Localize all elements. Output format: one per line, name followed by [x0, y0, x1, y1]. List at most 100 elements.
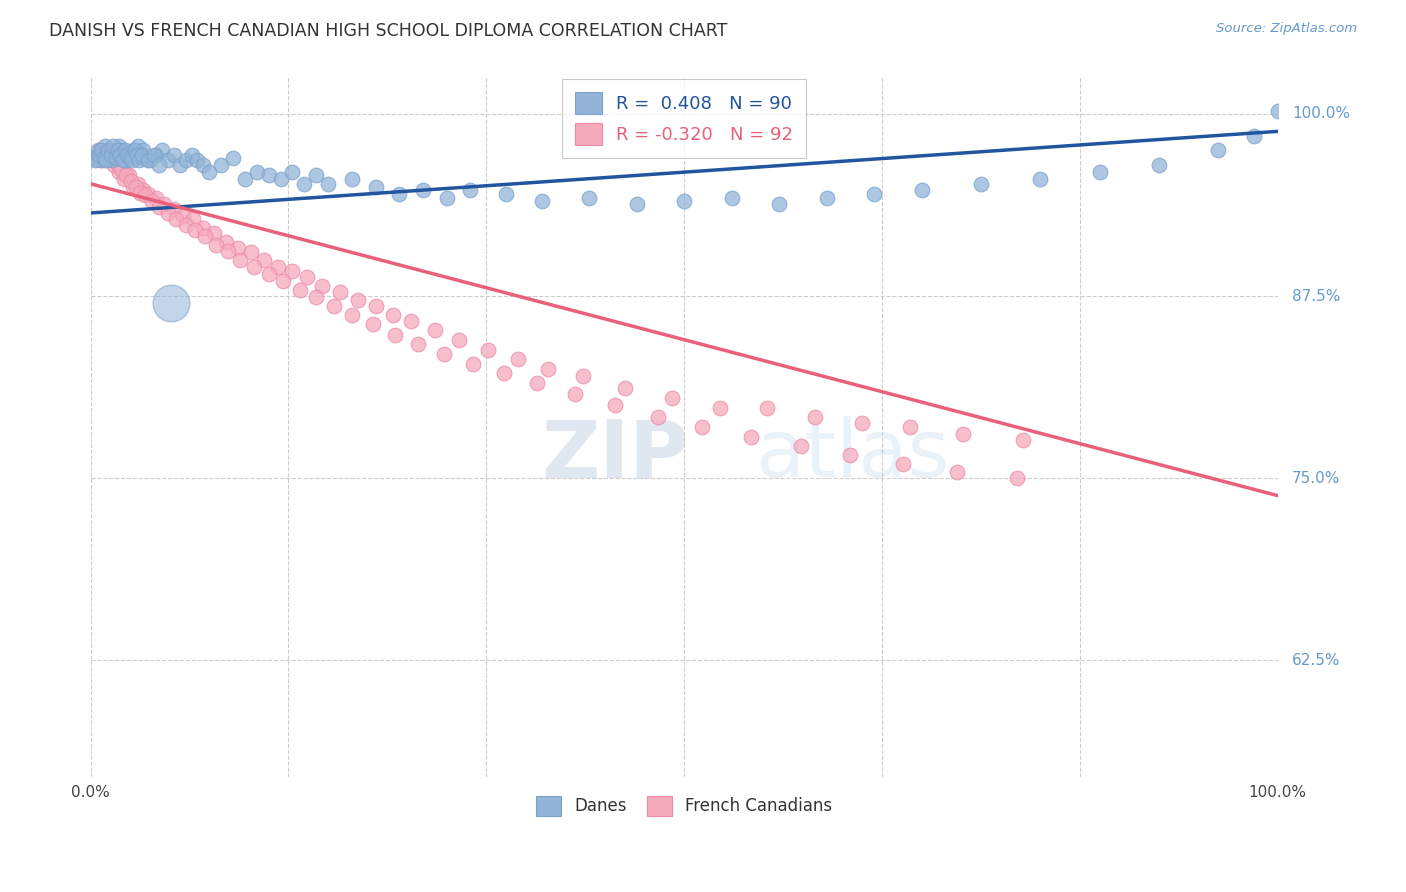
Point: [526, 376, 548, 391]
Point: [125, 179, 148, 194]
Text: 100.0%: 100.0%: [1292, 106, 1350, 121]
Point: [1088, 165, 1111, 179]
Point: [461, 358, 484, 372]
Point: [740, 430, 762, 444]
Point: [433, 347, 456, 361]
Point: [222, 151, 245, 165]
Point: [229, 252, 252, 267]
Point: [110, 162, 132, 177]
Point: [160, 296, 183, 310]
Point: [87, 147, 110, 161]
Point: [94, 153, 117, 168]
Point: [709, 401, 731, 416]
Text: Source: ZipAtlas.com: Source: ZipAtlas.com: [1216, 22, 1357, 36]
Point: [153, 197, 176, 211]
Point: [226, 241, 249, 255]
Point: [530, 194, 553, 209]
Point: [129, 147, 152, 161]
Point: [572, 369, 595, 384]
Point: [193, 220, 215, 235]
Point: [423, 322, 446, 336]
Point: [156, 153, 179, 168]
Point: [361, 317, 384, 331]
Point: [815, 191, 838, 205]
Point: [271, 275, 294, 289]
Point: [114, 143, 136, 157]
Point: [103, 143, 125, 157]
Point: [281, 165, 304, 179]
Legend: Danes, French Canadians: Danes, French Canadians: [527, 788, 841, 824]
Point: [288, 283, 311, 297]
Point: [406, 337, 429, 351]
Point: [101, 153, 124, 168]
Point: [107, 143, 129, 157]
Point: [382, 308, 405, 322]
Point: [108, 139, 131, 153]
Point: [388, 187, 411, 202]
Point: [125, 151, 148, 165]
Point: [267, 260, 290, 274]
Point: [270, 172, 292, 186]
Text: 62.5%: 62.5%: [1292, 653, 1340, 668]
Point: [564, 386, 586, 401]
Point: [105, 156, 128, 170]
Point: [128, 153, 150, 168]
Point: [1147, 158, 1170, 172]
Point: [946, 466, 969, 480]
Point: [136, 153, 159, 168]
Point: [150, 143, 173, 157]
Point: [120, 147, 142, 161]
Point: [163, 147, 186, 161]
Point: [84, 151, 107, 165]
Point: [174, 153, 197, 168]
Point: [1011, 434, 1033, 448]
Point: [87, 147, 110, 161]
Point: [257, 168, 280, 182]
Point: [172, 209, 194, 223]
Point: [122, 143, 145, 157]
Point: [364, 179, 387, 194]
Point: [101, 151, 124, 165]
Point: [756, 401, 779, 416]
Point: [101, 139, 124, 153]
Point: [851, 416, 873, 430]
Point: [506, 351, 529, 366]
Point: [112, 172, 135, 186]
Point: [346, 293, 368, 308]
Point: [803, 409, 825, 424]
Point: [89, 143, 111, 157]
Point: [145, 147, 167, 161]
Point: [90, 143, 112, 157]
Point: [94, 139, 117, 153]
Point: [193, 158, 215, 172]
Point: [311, 278, 333, 293]
Point: [233, 172, 256, 186]
Point: [83, 151, 105, 165]
Point: [104, 151, 127, 165]
Point: [1208, 143, 1230, 157]
Point: [117, 145, 139, 159]
Point: [131, 147, 153, 161]
Point: [98, 151, 121, 165]
Point: [127, 139, 149, 153]
Point: [139, 153, 162, 168]
Point: [239, 245, 262, 260]
Point: [209, 158, 232, 172]
Point: [305, 290, 328, 304]
Point: [578, 191, 600, 205]
Point: [323, 299, 346, 313]
Point: [141, 194, 163, 209]
Text: ZIP: ZIP: [541, 417, 689, 494]
Point: [257, 267, 280, 281]
Point: [84, 153, 107, 168]
Point: [647, 409, 669, 424]
Point: [194, 229, 217, 244]
Point: [863, 187, 886, 202]
Point: [142, 147, 165, 161]
Point: [316, 177, 339, 191]
Point: [129, 186, 152, 200]
Point: [384, 328, 406, 343]
Point: [340, 308, 363, 322]
Point: [789, 439, 811, 453]
Point: [1005, 471, 1028, 485]
